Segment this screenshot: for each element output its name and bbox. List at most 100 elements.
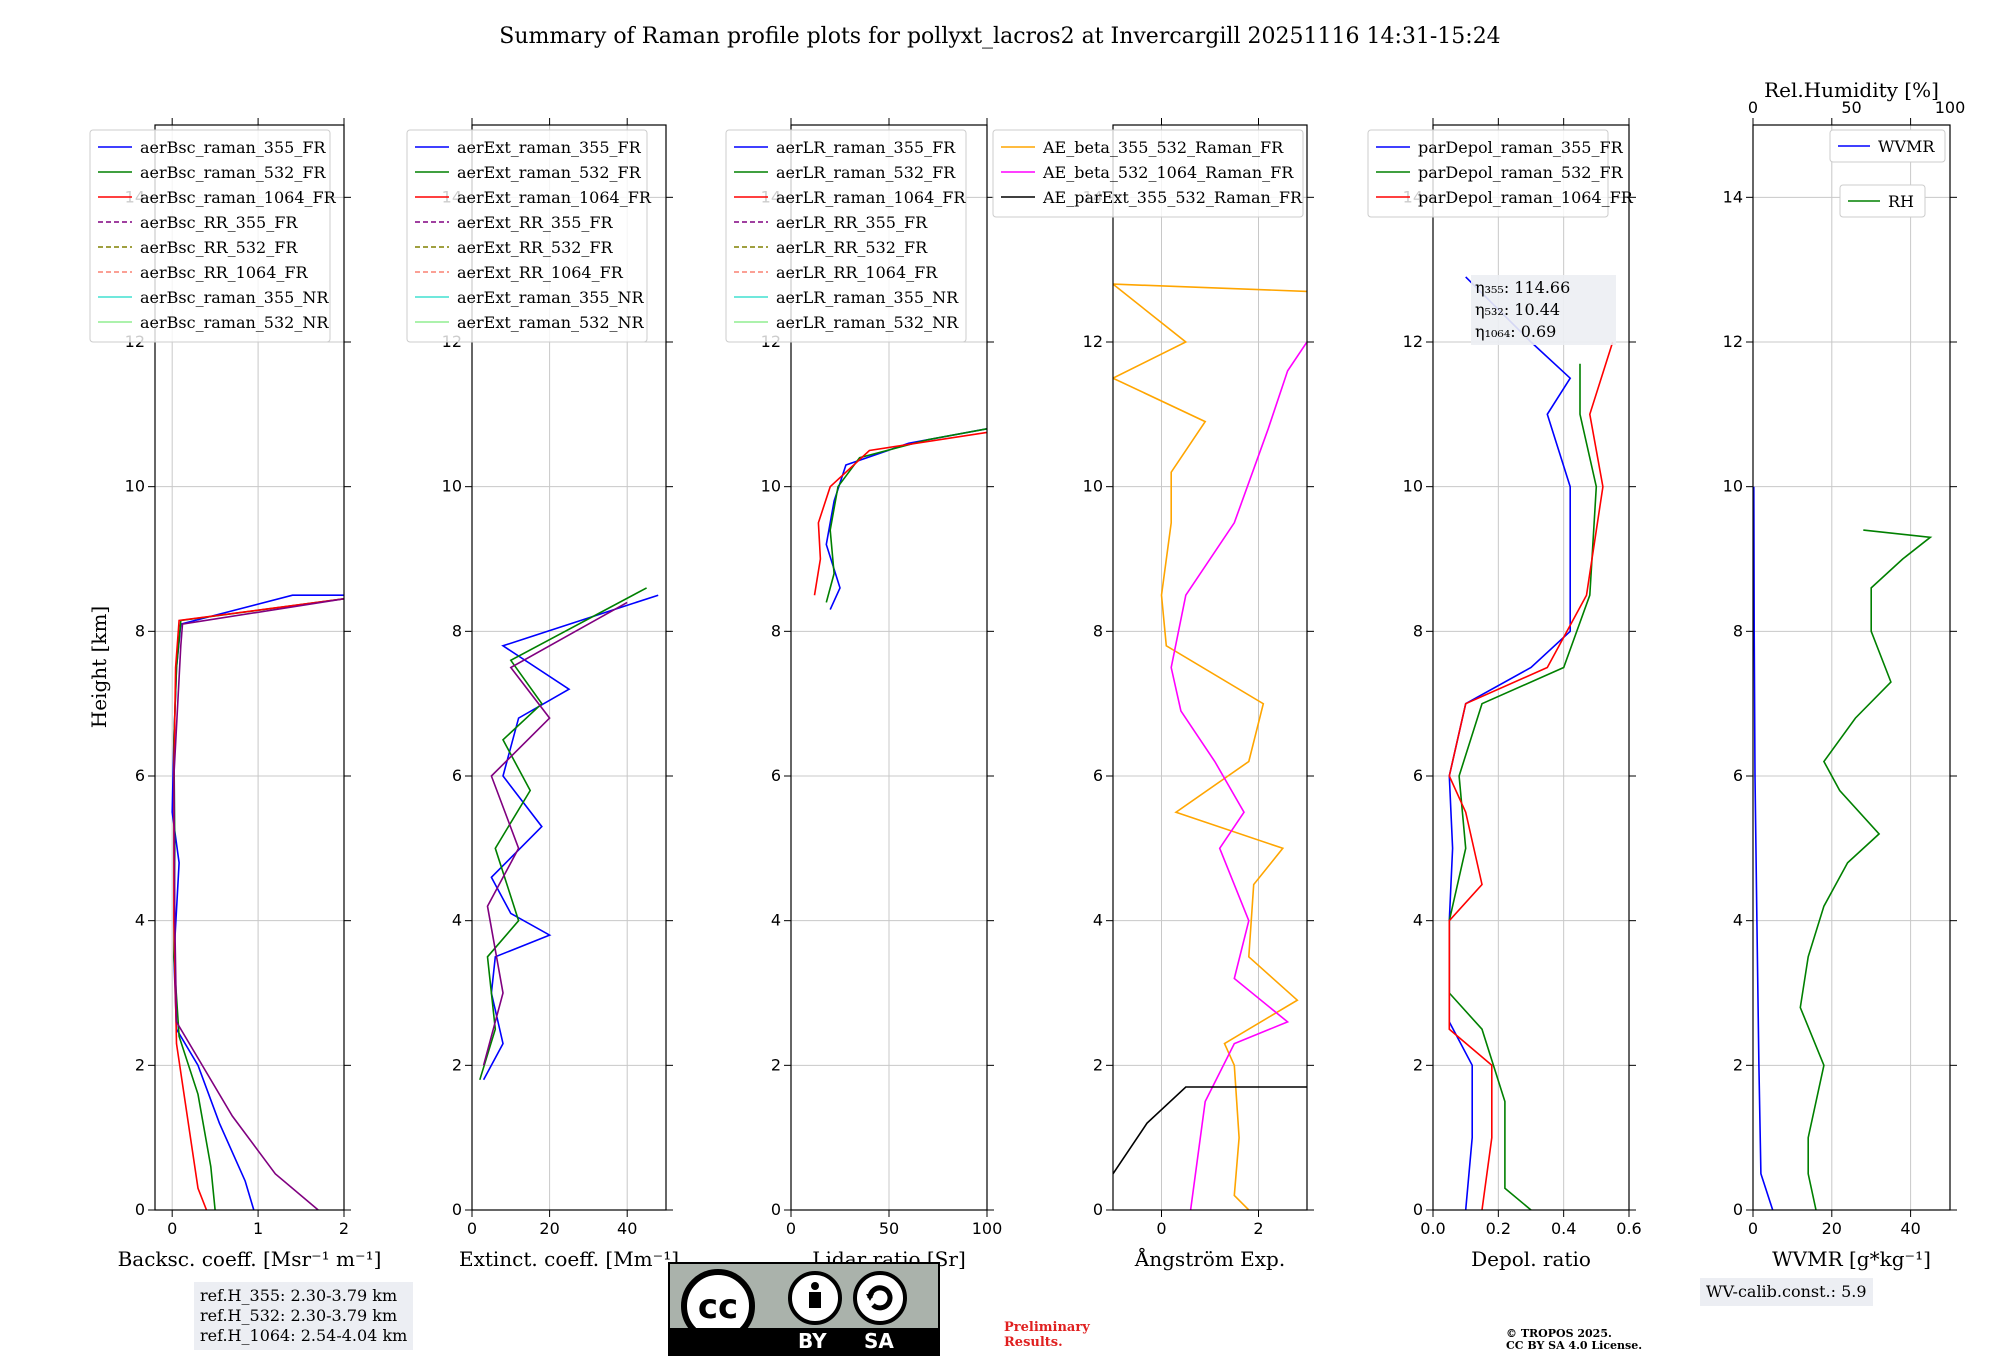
y-tick-label: 10 — [1083, 477, 1103, 496]
annotation-box — [1471, 275, 1616, 345]
top-tick-label: 100 — [1935, 98, 1966, 117]
x-axis-label: WVMR [g*kg⁻¹] — [1772, 1247, 1931, 1271]
y-tick-label: 0 — [452, 1200, 462, 1219]
y-tick-label: 8 — [1733, 621, 1743, 640]
y-tick-label: 8 — [771, 621, 781, 640]
series-line-parDepol_raman_1064_FR — [1448, 341, 1614, 1210]
depol-annotation: η₃₅₅: 114.66 η₅₃₂: 10.44 η₁₀₆₄: 0.69 — [1471, 275, 1616, 345]
y-tick-label: 10 — [1403, 477, 1423, 496]
x-tick-label: 100 — [972, 1219, 1003, 1238]
legend-label: aerLR_raman_532_NR — [776, 313, 959, 332]
cc-sa-label: SA — [864, 1329, 894, 1353]
legend-label: aerBsc_raman_355_NR — [140, 288, 329, 307]
y-tick-label: 0 — [135, 1200, 145, 1219]
y-tick-label: 4 — [135, 911, 145, 930]
top-tick-label: 50 — [1841, 98, 1861, 117]
x-tick-label: 0 — [467, 1219, 477, 1238]
legend-label: aerLR_RR_355_FR — [776, 213, 928, 232]
cc-circle-icon — [681, 1269, 755, 1328]
legend-frame — [1839, 184, 1926, 218]
legend-label: parDepol_raman_355_FR — [1418, 138, 1624, 157]
legend-label: aerExt_raman_532_NR — [457, 313, 645, 332]
axes-frame — [1752, 124, 1951, 1211]
cc-by-label: BY — [798, 1329, 827, 1353]
series-line-AE_beta_355_532_Raman_FR — [1113, 283, 1307, 1210]
x-tick-label: 20 — [539, 1219, 559, 1238]
legend-label: aerLR_RR_532_FR — [776, 238, 928, 257]
y-tick-label: 6 — [135, 766, 145, 785]
y-tick-label: 2 — [1093, 1055, 1103, 1074]
legend-label: parDepol_raman_1064_FR — [1418, 188, 1634, 207]
y-tick-label: 2 — [135, 1055, 145, 1074]
x-tick-label: 0 — [167, 1219, 177, 1238]
y-tick-label: 6 — [1733, 766, 1743, 785]
y-tick-label: 6 — [771, 766, 781, 785]
axes-frame — [1112, 124, 1308, 1211]
legend-label: RH — [1888, 192, 1914, 211]
y-tick-label: 4 — [771, 911, 781, 930]
y-tick-label: 14 — [1723, 187, 1743, 206]
x-tick-label: 40 — [617, 1219, 637, 1238]
ref-height-532: ref.H_532: 2.30-3.79 km — [200, 1306, 398, 1325]
x-axis-label: Backsc. coeff. [Msr⁻¹ m⁻¹] — [118, 1247, 382, 1271]
y-tick-label: 4 — [1733, 911, 1743, 930]
x-tick-label: 0.6 — [1616, 1219, 1641, 1238]
y-tick-label: 12 — [1083, 332, 1103, 351]
series-line-aerExt_raman_355_FR — [482, 594, 659, 1081]
y-tick-label: 10 — [761, 477, 781, 496]
y-tick-label: 4 — [1413, 911, 1423, 930]
cc-icons: cc — [681, 1269, 907, 1328]
x-axis-label: Depol. ratio — [1471, 1247, 1591, 1271]
y-tick-label: 12 — [1403, 332, 1423, 351]
axes-frame — [471, 124, 667, 1211]
x-tick-label: 20 — [1822, 1219, 1842, 1238]
x-tick-label: 0 — [1748, 1219, 1758, 1238]
legend: parDepol_raman_355_FR parDepol_raman_532_… — [1367, 129, 1634, 218]
legend-label: aerBsc_RR_1064_FR — [140, 263, 309, 282]
ref-height-1064: ref.H_1064: 2.54-4.04 km — [200, 1326, 408, 1345]
legend-wvmr: WVMR — [1829, 129, 1946, 163]
x-tick-label: 2 — [1253, 1219, 1263, 1238]
x-tick-label: 0.0 — [1420, 1219, 1445, 1238]
y-tick-label: 10 — [1723, 477, 1743, 496]
legend-label: aerExt_raman_532_FR — [457, 163, 642, 182]
x-tick-label: 0.2 — [1486, 1219, 1511, 1238]
y-tick-label: 0 — [1413, 1200, 1423, 1219]
legend-label: aerBsc_RR_532_FR — [140, 238, 298, 257]
legend-label: aerExt_raman_1064_FR — [457, 188, 652, 207]
y-tick-label: 8 — [135, 621, 145, 640]
annotation-line: η₅₃₂: 10.44 — [1475, 300, 1560, 319]
legend: AE_beta_355_532_Raman_FR AE_beta_532_1064… — [992, 129, 1304, 218]
y-tick-label: 6 — [1413, 766, 1423, 785]
wv-calibration-box: WV-calib.const.: 5.9 — [1700, 1278, 1873, 1306]
preliminary-line-2: Results. — [1004, 1335, 1063, 1350]
x-tick-label: 1 — [253, 1219, 263, 1238]
panel-angstrom: 0202468101214Ångström Exp.AE_beta_355_53… — [992, 118, 1314, 1271]
series-line-aerLR_raman_532_FR — [825, 428, 987, 603]
legend-label: parDepol_raman_532_FR — [1418, 163, 1624, 182]
x-tick-label: 0.4 — [1551, 1219, 1576, 1238]
y-tick-label: 8 — [452, 621, 462, 640]
y-tick-label: 6 — [1093, 766, 1103, 785]
series-line-aerBsc_RR_355_FR — [173, 598, 344, 1210]
y-tick-label: 2 — [1413, 1055, 1423, 1074]
panels: 01202468101214Backsc. coeff. [Msr⁻¹ m⁻¹]… — [87, 78, 1965, 1271]
y-tick-label: 0 — [771, 1200, 781, 1219]
top-axis-label: Rel.Humidity [%] — [1764, 78, 1939, 102]
legend: aerExt_raman_355_FR aerExt_raman_532_FRae… — [406, 129, 652, 343]
legend-label: aerLR_RR_1064_FR — [776, 263, 938, 282]
series-line-parDepol_raman_355_FR — [1448, 276, 1572, 1210]
y-tick-label: 6 — [452, 766, 462, 785]
series-line-aerExt_raman_532_FR — [479, 587, 647, 1081]
y-tick-label: 0 — [1093, 1200, 1103, 1219]
legend-frame — [89, 129, 331, 343]
legend-rh: RH — [1839, 184, 1926, 218]
y-tick-label: 2 — [1733, 1055, 1743, 1074]
axes-frame — [154, 124, 345, 1211]
copyright-note: © TROPOS 2025. CC BY SA 4.0 License. — [1506, 1328, 1642, 1352]
annotation-line: η₃₅₅: 114.66 — [1475, 278, 1570, 297]
y-tick-label: 0 — [1733, 1200, 1743, 1219]
series-line-aerBsc_raman_532_FR — [173, 598, 344, 1210]
cc-logo-text: cc — [698, 1287, 738, 1327]
